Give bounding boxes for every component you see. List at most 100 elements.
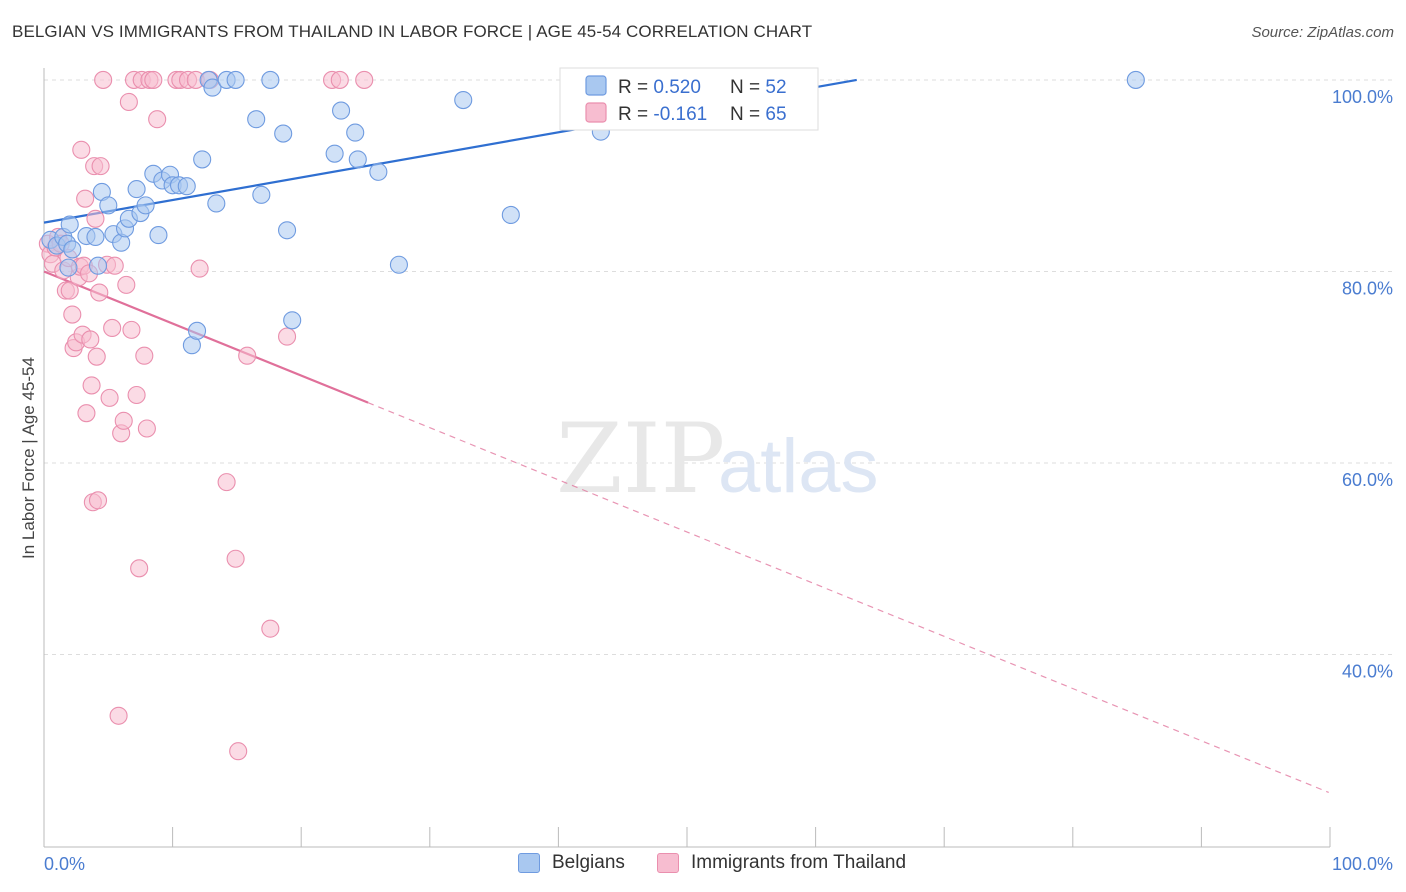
point-thailand-39 — [119, 92, 138, 112]
point-thailand-59 — [238, 346, 257, 365]
point-belgians-25 — [177, 177, 196, 196]
chart-source: Source: ZipAtlas.com — [1251, 24, 1394, 41]
y-tick-label-100: 100.0% — [1332, 87, 1393, 107]
point-thailand-29 — [91, 157, 110, 176]
point-belgians-44 — [369, 162, 388, 181]
svg-text:R = 0.520: R = 0.520 — [618, 77, 701, 98]
point-thailand-57 — [226, 549, 245, 568]
point-thailand-63 — [330, 70, 349, 89]
point-belgians-40 — [325, 144, 344, 163]
point-belgians-8 — [86, 227, 105, 247]
axes — [43, 68, 1331, 848]
point-thailand-46 — [137, 419, 156, 438]
point-belgians-42 — [348, 150, 367, 169]
point-thailand-45 — [135, 346, 154, 365]
point-belgians-51 — [1126, 70, 1145, 89]
point-thailand-21 — [81, 330, 100, 349]
point-thailand-60 — [261, 619, 280, 638]
legend-n-label-thailand: N = — [730, 104, 765, 125]
point-belgians-9 — [88, 256, 108, 275]
point-thailand-35 — [109, 706, 128, 725]
point-thailand-40 — [122, 320, 141, 339]
point-belgians-35 — [252, 185, 271, 204]
y-tick-label-60: 60.0% — [1342, 470, 1393, 490]
point-belgians-31 — [207, 194, 226, 213]
point-belgians-43 — [346, 123, 365, 142]
point-belgians-45 — [389, 255, 408, 274]
legend-r-value-belgians: 0.520 — [653, 77, 701, 98]
legend-n-label-belgians: N = — [730, 77, 765, 98]
point-thailand-25 — [86, 209, 105, 228]
point-thailand-19 — [77, 404, 96, 423]
point-thailand-18 — [76, 189, 95, 208]
point-thailand-33 — [103, 318, 122, 338]
legend-n-value-belgians: 52 — [765, 77, 786, 98]
point-thailand-53 — [190, 259, 209, 278]
point-belgians-38 — [278, 221, 297, 240]
y-axis-label: In Labor Force | Age 45-54 — [19, 357, 38, 559]
point-belgians-4 — [60, 215, 79, 234]
point-belgians-47 — [501, 205, 520, 225]
legend-swatch-thailand — [657, 853, 679, 873]
point-belgians-33 — [226, 70, 245, 89]
trend-line-extended-thailand — [367, 402, 1329, 793]
x-tick-label-0: 0.0% — [44, 854, 85, 874]
watermark: ZIP atlas — [556, 403, 879, 515]
point-thailand-56 — [217, 473, 236, 492]
y-tick-label-80: 80.0% — [1342, 278, 1393, 298]
x-tick-label-100: 100.0% — [1332, 854, 1393, 874]
point-belgians-20 — [149, 226, 168, 245]
point-belgians-6 — [59, 258, 78, 277]
legend-swatch-belgians — [518, 853, 540, 873]
point-belgians-34 — [247, 110, 266, 129]
legend-n-value-thailand: 65 — [765, 104, 786, 125]
point-thailand-26 — [87, 347, 106, 366]
point-thailand-48 — [144, 70, 163, 89]
watermark-atlas: atlas — [718, 424, 879, 509]
legend-label-thailand: Immigrants from Thailand — [691, 852, 907, 873]
watermark-zip: ZIP — [556, 403, 725, 515]
point-thailand-49 — [148, 110, 167, 129]
point-thailand-61 — [278, 327, 297, 346]
tick-labels: 40.0% 60.0% 80.0% 100.0% 0.0% 100.0% — [44, 87, 1393, 874]
point-thailand-42 — [127, 385, 146, 405]
point-thailand-10 — [63, 305, 82, 324]
point-thailand-9 — [60, 281, 79, 300]
point-belgians-36 — [261, 70, 280, 89]
svg-text:N = 52: N = 52 — [730, 77, 787, 98]
series-belgians-points — [41, 70, 1145, 355]
legend-r-value-thailand: -0.161 — [653, 104, 707, 125]
svg-text:N = 65: N = 65 — [730, 104, 787, 125]
point-thailand-38 — [117, 275, 136, 294]
point-thailand-37 — [114, 411, 133, 430]
point-belgians-11 — [99, 196, 118, 215]
legend-item-belgians[interactable]: Belgians — [518, 852, 625, 874]
svg-text:R = -0.161: R = -0.161 — [618, 104, 707, 125]
gridlines — [44, 79, 1392, 655]
legend-stats: R = 0.520 N = 52 R = -0.161 N = 65 — [559, 67, 819, 131]
point-belgians-30 — [203, 78, 222, 97]
chart-title: BELGIAN VS IMMIGRANTS FROM THAILAND IN L… — [12, 22, 813, 41]
point-thailand-43 — [130, 559, 149, 578]
point-thailand-64 — [355, 70, 374, 89]
point-belgians-5 — [63, 240, 82, 259]
legend-item-thailand[interactable]: Immigrants from Thailand — [657, 852, 906, 874]
legend-r-label-thailand: R = — [618, 104, 653, 125]
point-thailand-34 — [105, 256, 124, 275]
point-thailand-22 — [82, 376, 101, 395]
legend-swatch-thailand — [585, 102, 607, 123]
legend-r-label-belgians: R = — [618, 77, 653, 98]
y-tick-label-40: 40.0% — [1342, 662, 1393, 682]
point-belgians-41 — [332, 101, 351, 120]
point-belgians-18 — [136, 196, 155, 215]
point-thailand-30 — [94, 70, 113, 89]
point-belgians-39 — [283, 311, 302, 330]
point-thailand-28 — [90, 283, 109, 302]
point-belgians-46 — [454, 90, 473, 110]
point-thailand-15 — [72, 140, 91, 159]
point-thailand-58 — [229, 742, 248, 761]
point-thailand-27 — [88, 491, 108, 510]
point-belgians-27 — [187, 321, 207, 340]
legend-label-belgians: Belgians — [552, 852, 625, 873]
